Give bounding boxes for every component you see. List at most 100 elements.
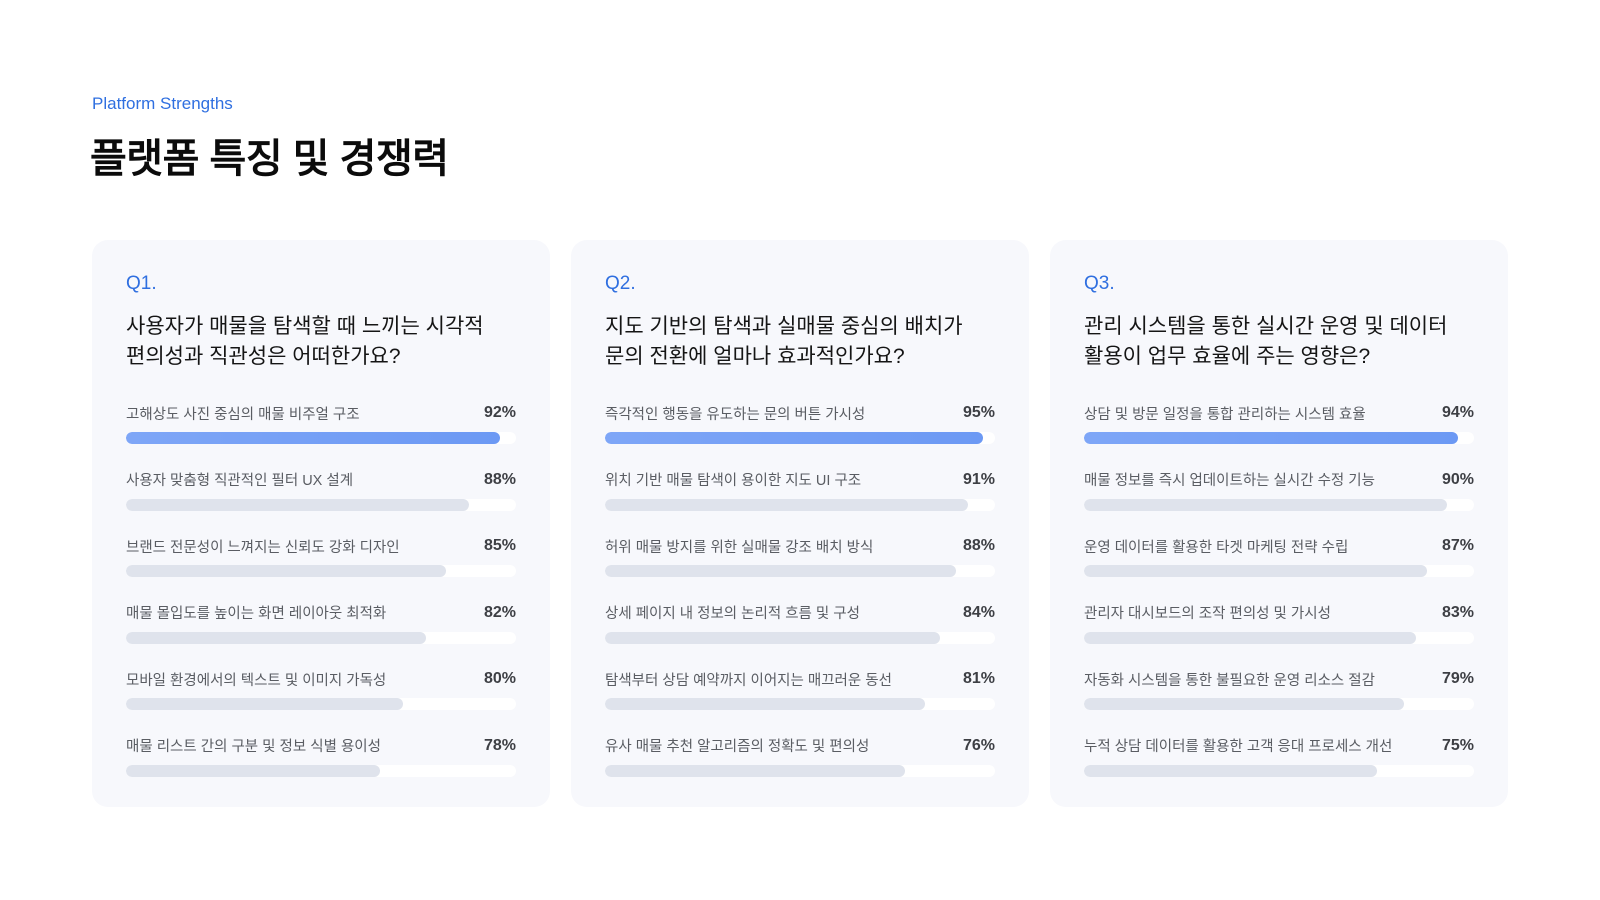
result-row: 브랜드 전문성이 느껴지는 신뢰도 강화 디자인 85%	[126, 536, 516, 603]
progress-bar-highlight	[1084, 432, 1459, 444]
result-percentage: 88%	[962, 537, 995, 554]
result-row-header: 탐색부터 상담 예약까지 이어지는 매끄러운 동선 81%	[605, 669, 995, 689]
result-label: 상세 페이지 내 정보의 논리적 흐름 및 구성	[605, 606, 860, 622]
progress-track	[605, 565, 995, 577]
progress-bar	[605, 565, 956, 577]
result-row: 운영 데이터를 활용한 타겟 마케팅 전략 수립 87%	[1084, 536, 1474, 603]
result-percentage: 95%	[962, 404, 995, 421]
result-row: 매물 리스트 간의 구분 및 정보 식별 용이성 78%	[126, 736, 516, 803]
question-text: 관리 시스템을 통한 실시간 운영 및 데이터 활용이 업무 효율에 주는 영향…	[1084, 315, 1448, 368]
progress-track	[1084, 565, 1474, 577]
result-row: 매물 몰입도를 높이는 화면 레이아웃 최적화 82%	[126, 603, 516, 670]
result-row: 상담 및 방문 일정을 통합 관리하는 시스템 효율 94%	[1084, 403, 1474, 470]
question-number: Q2.	[605, 273, 636, 294]
result-label: 상담 및 방문 일정을 통합 관리하는 시스템 효율	[1084, 406, 1366, 423]
result-percentage: 84%	[962, 603, 995, 621]
section-eyebrow: Platform Strengths	[92, 94, 233, 113]
progress-bar	[1084, 764, 1377, 777]
result-row: 매물 정보를 즉시 업데이트하는 실시간 수정 기능 90%	[1084, 470, 1474, 537]
result-percentage: 82%	[483, 603, 516, 621]
progress-bar	[126, 631, 427, 644]
result-row-header: 브랜드 전문성이 느껴지는 신뢰도 강화 디자인 85%	[126, 536, 516, 556]
result-row: 상세 페이지 내 정보의 논리적 흐름 및 구성 84%	[605, 603, 995, 670]
result-row: 관리자 대시보드의 조작 편의성 및 가시성 83%	[1084, 603, 1474, 670]
result-row: 자동화 시스템을 통한 불필요한 운영 리소스 절감 79%	[1084, 669, 1474, 736]
result-row-header: 관리자 대시보드의 조작 편의성 및 가시성 83%	[1084, 603, 1474, 623]
survey-card-q2: Q2. 지도 기반의 탐색과 실매물 중심의 배치가 문의 전환에 얼마나 효과적…	[571, 240, 1029, 807]
result-row-header: 유사 매물 추천 알고리즘의 정확도 및 편의성 76%	[605, 736, 995, 756]
progress-bar	[605, 631, 941, 644]
result-row-header: 누적 상담 데이터를 활용한 고객 응대 프로세스 개선 75%	[1084, 736, 1474, 756]
survey-card-q1: Q1. 사용자가 매물을 탐색할 때 느끼는 시각적 편의성과 직관성은 어떠한가…	[92, 240, 550, 807]
question-text: 지도 기반의 탐색과 실매물 중심의 배치가 문의 전환에 얼마나 효과적인가요…	[605, 315, 963, 368]
result-percentage: 91%	[962, 470, 995, 488]
progress-track	[126, 498, 516, 511]
result-percentage: 83%	[1441, 603, 1474, 621]
result-percentage: 81%	[962, 670, 995, 687]
result-label: 허위 매물 방지를 위한 실매물 강조 배치 방식	[605, 539, 874, 556]
progress-track	[1084, 498, 1474, 511]
result-row-header: 운영 데이터를 활용한 타겟 마케팅 전략 수립 87%	[1084, 536, 1474, 556]
result-label: 자동화 시스템을 통한 불필요한 운영 리소스 절감	[1084, 672, 1375, 689]
progress-bar	[1084, 498, 1447, 511]
progress-track	[126, 432, 516, 444]
result-row: 누적 상담 데이터를 활용한 고객 응대 프로세스 개선 75%	[1084, 736, 1474, 803]
result-label: 탐색부터 상담 예약까지 이어지는 매끄러운 동선	[605, 672, 892, 689]
result-label: 위치 기반 매물 탐색이 용이한 지도 UI 구조	[605, 473, 862, 489]
result-label: 모바일 환경에서의 텍스트 및 이미지 가독성	[126, 672, 387, 689]
progress-bar	[605, 698, 925, 710]
result-label: 매물 몰입도를 높이는 화면 레이아웃 최적화	[126, 606, 387, 622]
progress-bar-highlight	[126, 432, 501, 444]
result-row: 고해상도 사진 중심의 매물 비주얼 구조 92%	[126, 403, 516, 470]
result-row: 즉각적인 행동을 유도하는 문의 버튼 가시성 95%	[605, 403, 995, 470]
question-number: Q1.	[126, 273, 157, 294]
progress-track	[126, 631, 516, 644]
result-row-header: 모바일 환경에서의 텍스트 및 이미지 가독성 80%	[126, 669, 516, 689]
progress-bar	[605, 764, 906, 777]
result-list: 상담 및 방문 일정을 통합 관리하는 시스템 효율 94% 매물 정보를 즉시 업…	[1084, 403, 1474, 802]
result-percentage: 88%	[483, 470, 516, 488]
result-list: 즉각적인 행동을 유도하는 문의 버튼 가시성 95% 위치 기반 매물 탐색이 용…	[605, 403, 995, 802]
result-percentage: 90%	[1441, 470, 1474, 488]
result-label: 유사 매물 추천 알고리즘의 정확도 및 편의성	[605, 739, 870, 755]
result-label: 고해상도 사진 중심의 매물 비주얼 구조	[126, 406, 360, 423]
result-percentage: 76%	[962, 736, 995, 754]
result-row-header: 매물 리스트 간의 구분 및 정보 식별 용이성 78%	[126, 736, 516, 756]
progress-track	[605, 698, 995, 710]
progress-bar	[1084, 631, 1416, 644]
progress-track	[126, 698, 516, 710]
result-row-header: 위치 기반 매물 탐색이 용이한 지도 UI 구조 91%	[605, 470, 995, 490]
result-row-header: 고해상도 사진 중심의 매물 비주얼 구조 92%	[126, 403, 516, 423]
progress-bar-highlight	[605, 432, 984, 444]
result-label: 매물 리스트 간의 구분 및 정보 식별 용이성	[126, 739, 381, 755]
progress-track	[1084, 764, 1474, 777]
result-row-header: 사용자 맞춤형 직관적인 필터 UX 설계 88%	[126, 470, 516, 490]
result-label: 누적 상담 데이터를 활용한 고객 응대 프로세스 개선	[1084, 739, 1393, 755]
page-title: 플랫폼 특징 및 경쟁력	[90, 137, 449, 181]
result-label: 브랜드 전문성이 느껴지는 신뢰도 강화 디자인	[126, 539, 400, 556]
result-row: 탐색부터 상담 예약까지 이어지는 매끄러운 동선 81%	[605, 669, 995, 736]
progress-track	[126, 565, 516, 577]
result-percentage: 94%	[1441, 404, 1474, 421]
progress-track	[1084, 631, 1474, 644]
result-row: 모바일 환경에서의 텍스트 및 이미지 가독성 80%	[126, 669, 516, 736]
result-percentage: 75%	[1441, 736, 1474, 754]
result-row-header: 매물 정보를 즉시 업데이트하는 실시간 수정 기능 90%	[1084, 470, 1474, 490]
question-text: 사용자가 매물을 탐색할 때 느끼는 시각적 편의성과 직관성은 어떠한가요?	[126, 315, 484, 368]
survey-card-q3: Q3. 관리 시스템을 통한 실시간 운영 및 데이터 활용이 업무 효율에 주는…	[1050, 240, 1508, 807]
result-row-header: 매물 몰입도를 높이는 화면 레이아웃 최적화 82%	[126, 603, 516, 623]
survey-cards: Q1. 사용자가 매물을 탐색할 때 느끼는 시각적 편의성과 직관성은 어떠한가…	[92, 240, 1508, 807]
result-label: 관리자 대시보드의 조작 편의성 및 가시성	[1084, 606, 1331, 622]
result-row: 유사 매물 추천 알고리즘의 정확도 및 편의성 76%	[605, 736, 995, 803]
progress-bar	[605, 498, 968, 511]
progress-bar	[126, 764, 380, 777]
progress-track	[605, 631, 995, 644]
result-label: 매물 정보를 즉시 업데이트하는 실시간 수정 기능	[1084, 473, 1375, 489]
progress-bar	[126, 698, 403, 710]
result-row-header: 자동화 시스템을 통한 불필요한 운영 리소스 절감 79%	[1084, 669, 1474, 689]
progress-bar	[1084, 698, 1404, 710]
progress-track	[1084, 698, 1474, 710]
progress-bar	[126, 498, 470, 511]
result-row-header: 상담 및 방문 일정을 통합 관리하는 시스템 효율 94%	[1084, 403, 1474, 423]
result-percentage: 92%	[483, 404, 516, 421]
